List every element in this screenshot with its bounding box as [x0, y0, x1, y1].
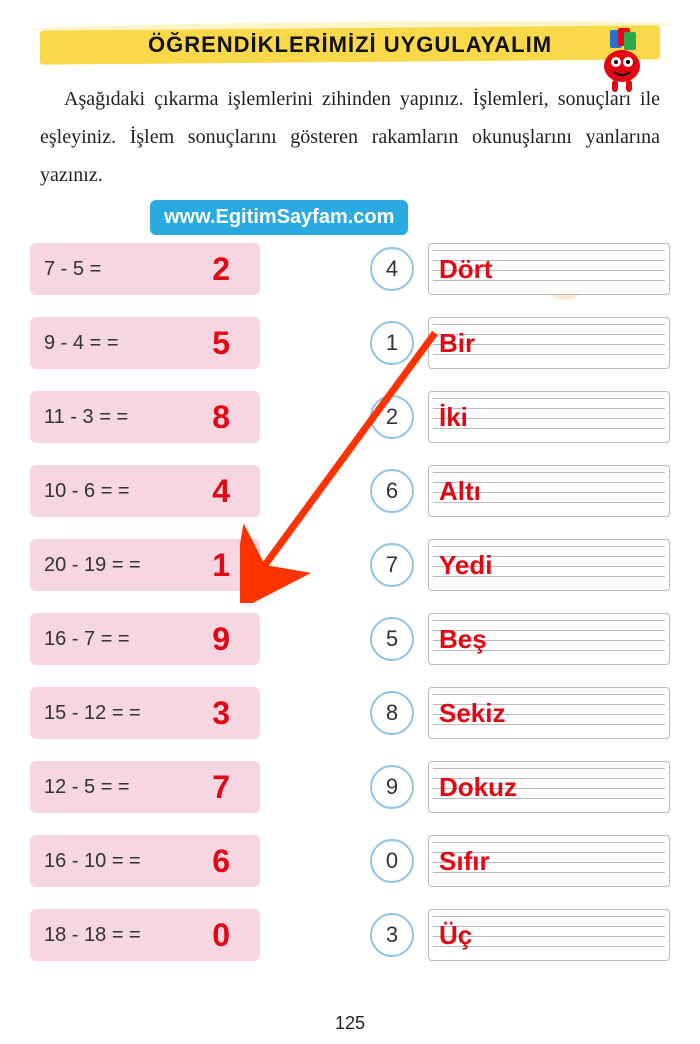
problem-answer: 9	[212, 621, 230, 658]
problem-answer: 1	[212, 547, 230, 584]
word-text: Dokuz	[439, 772, 517, 803]
word-text: Üç	[439, 920, 472, 951]
word-text: Beş	[439, 624, 487, 655]
problem-row: 12 - 5 = = 7	[30, 761, 260, 813]
problem-row: 15 - 12 = = 3	[30, 687, 260, 739]
number-circle: 9	[370, 765, 414, 809]
problem-expression: 18 - 18 = =	[44, 924, 141, 947]
word-text: Altı	[439, 476, 481, 507]
number-circle: 4	[370, 247, 414, 291]
number-circle: 2	[370, 395, 414, 439]
problem-answer: 8	[212, 399, 230, 436]
number-circle: 5	[370, 617, 414, 661]
page-title: ÖĞRENDİKLERİMİZİ UYGULAYALIM	[40, 20, 660, 58]
problem-expression: 15 - 12 = =	[44, 702, 141, 725]
header-banner: ÖĞRENDİKLERİMİZİ UYGULAYALIM	[40, 20, 660, 70]
word-text: İki	[439, 402, 468, 433]
problem-answer: 2	[212, 251, 230, 288]
problem-answer: 6	[212, 843, 230, 880]
word-box: Üç	[428, 909, 670, 961]
answer-row: 6 Altı	[370, 465, 670, 517]
word-text: Dört	[439, 254, 492, 285]
number-circle: 7	[370, 543, 414, 587]
word-text: Sekiz	[439, 698, 506, 729]
problem-row: 11 - 3 = = 8	[30, 391, 260, 443]
problem-expression: 20 - 19 = =	[44, 554, 141, 577]
answer-row: 9 Dokuz	[370, 761, 670, 813]
problem-row: 9 - 4 = = 5	[30, 317, 260, 369]
problem-answer: 0	[212, 917, 230, 954]
word-box: Sıfır	[428, 835, 670, 887]
number-circle: 0	[370, 839, 414, 883]
answer-row: 3 Üç	[370, 909, 670, 961]
word-box: Beş	[428, 613, 670, 665]
mascot-icon	[592, 26, 652, 96]
answer-row: 0 Sıfır	[370, 835, 670, 887]
problem-answer: 4	[212, 473, 230, 510]
worksheet-area: 7 - 5 = 2 9 - 4 = = 5 11 - 3 = = 8 10 - 6 = = 4…	[30, 243, 670, 1003]
word-text: Bir	[439, 328, 475, 359]
answer-row: 5 Beş	[370, 613, 670, 665]
problem-row: 16 - 10 = = 6	[30, 835, 260, 887]
problem-answer: 5	[212, 325, 230, 362]
watermark-badge: www.EgitimSayfam.com	[150, 200, 408, 235]
word-text: Sıfır	[439, 846, 490, 877]
answer-row: 2 İki	[370, 391, 670, 443]
problem-row: 7 - 5 = 2	[30, 243, 260, 295]
word-box: İki	[428, 391, 670, 443]
problem-expression: 12 - 5 = =	[44, 776, 130, 799]
problem-answer: 7	[212, 769, 230, 806]
problem-expression: 16 - 7 = =	[44, 628, 130, 651]
problem-expression: 9 - 4 = =	[44, 332, 119, 355]
problem-answer: 3	[212, 695, 230, 732]
number-circle: 8	[370, 691, 414, 735]
word-box: Dört	[428, 243, 670, 295]
answer-row: 4 Dört	[370, 243, 670, 295]
problem-row: 16 - 7 = = 9	[30, 613, 260, 665]
problems-column: 7 - 5 = 2 9 - 4 = = 5 11 - 3 = = 8 10 - 6 = = 4…	[30, 243, 260, 983]
number-circle: 1	[370, 321, 414, 365]
number-circle: 3	[370, 913, 414, 957]
word-box: Dokuz	[428, 761, 670, 813]
problem-expression: 16 - 10 = =	[44, 850, 141, 873]
problem-expression: 11 - 3 = =	[44, 406, 128, 429]
answers-column: 4 Dört 1 Bir 2 İki 6 Altı 7 Yedi 5 Beş 8 Sekiz 9 Dokuz 0…	[370, 243, 670, 983]
problem-row: 18 - 18 = = 0	[30, 909, 260, 961]
word-box: Bir	[428, 317, 670, 369]
instructions-content: Aşağıdaki çıkarma işlemlerini zihinden y…	[40, 88, 660, 186]
problem-row: 10 - 6 = = 4	[30, 465, 260, 517]
problem-row: 20 - 19 = = 1	[30, 539, 260, 591]
answer-row: 8 Sekiz	[370, 687, 670, 739]
problem-expression: 7 - 5 =	[44, 258, 101, 281]
number-circle: 6	[370, 469, 414, 513]
word-box: Altı	[428, 465, 670, 517]
answer-row: 1 Bir	[370, 317, 670, 369]
instructions-text: Aşağıdaki çıkarma işlemlerini zihinden y…	[40, 80, 660, 194]
problem-expression: 10 - 6 = =	[44, 480, 130, 503]
word-text: Yedi	[439, 550, 492, 581]
answer-row: 7 Yedi	[370, 539, 670, 591]
word-box: Yedi	[428, 539, 670, 591]
word-box: Sekiz	[428, 687, 670, 739]
